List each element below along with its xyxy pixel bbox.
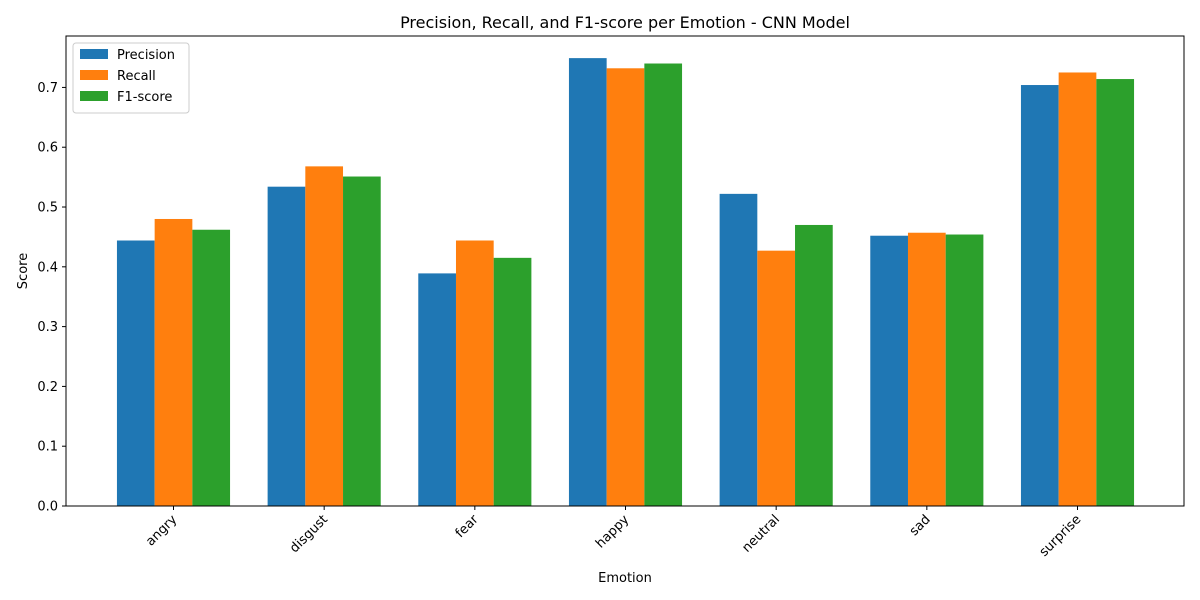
bar-precision-happy xyxy=(568,58,607,507)
bar-precision-angry xyxy=(116,240,155,506)
bar-precision-sad xyxy=(870,235,908,506)
bars-group xyxy=(116,58,1135,507)
y-axis: 0.0 0.1 0.2 0.3 0.4 0.5 0.6 0.7 xyxy=(37,81,66,515)
y-axis-label: Score xyxy=(16,253,31,289)
bar-f1-score-sad xyxy=(945,234,984,506)
bar-precision-neutral xyxy=(719,193,758,507)
y-tick-label: 0.5 xyxy=(37,201,58,216)
bar-f1-score-surprise xyxy=(1096,79,1135,507)
bar-precision-fear xyxy=(418,273,456,506)
y-tick-label: 0.6 xyxy=(37,141,58,156)
y-tick-label: 0.1 xyxy=(37,440,58,455)
y-tick-label: 0.7 xyxy=(37,81,58,96)
bar-recall-sad xyxy=(907,232,946,507)
y-tick-label: 0.0 xyxy=(37,500,58,515)
bar-recall-neutral xyxy=(757,250,796,506)
bar-recall-surprise xyxy=(1058,72,1097,506)
bar-f1-score-happy xyxy=(644,63,683,506)
bar-f1-score-fear xyxy=(493,257,532,506)
bar-precision-surprise xyxy=(1020,85,1059,506)
y-tick-label: 0.2 xyxy=(37,380,58,395)
chart-title: Precision, Recall, and F1-score per Emot… xyxy=(400,13,850,32)
y-tick-label: 0.3 xyxy=(37,320,58,335)
plot-frame xyxy=(65,35,1185,507)
bar-f1-score-angry xyxy=(192,229,231,507)
x-axis-label: Emotion xyxy=(598,571,652,586)
legend-swatch-precision xyxy=(80,49,108,59)
legend-swatch-recall xyxy=(80,70,108,80)
bar-recall-angry xyxy=(154,218,193,507)
bar-f1-score-disgust xyxy=(343,176,381,506)
bar-recall-fear xyxy=(455,240,494,506)
bar-recall-disgust xyxy=(305,166,344,507)
legend-swatch-f1-score xyxy=(80,91,108,101)
bar-recall-happy xyxy=(606,68,645,506)
y-tick-label: 0.4 xyxy=(37,260,58,275)
legend-label-f1-score: F1-score xyxy=(117,90,172,105)
bar-f1-score-neutral xyxy=(795,224,833,506)
legend-label-recall: Recall xyxy=(117,69,156,84)
legend: Precision Recall F1-score xyxy=(72,42,190,114)
bar-precision-disgust xyxy=(267,186,306,506)
legend-label-precision: Precision xyxy=(117,48,175,63)
